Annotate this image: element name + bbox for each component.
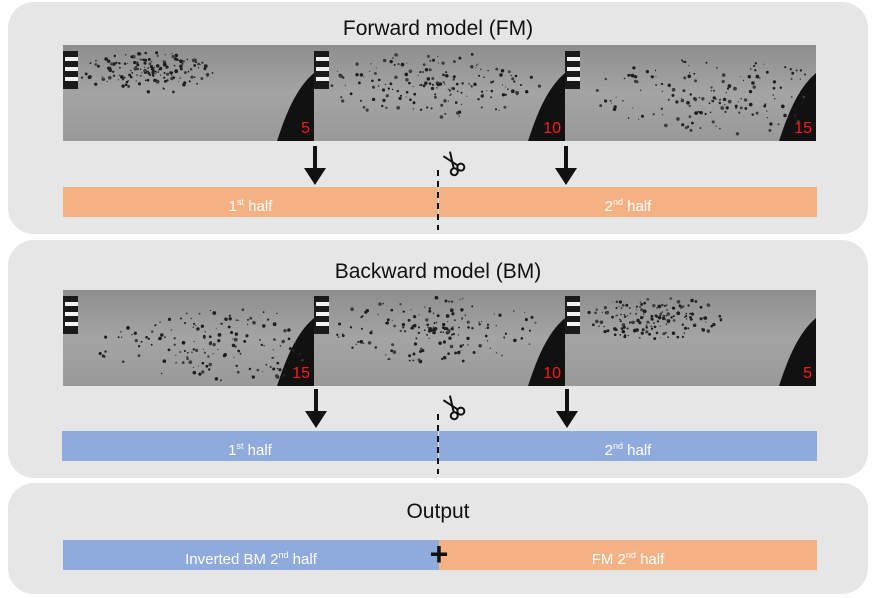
frame-number: 15 bbox=[794, 120, 812, 137]
bar-label-rest: half bbox=[623, 198, 652, 215]
bar-label-sup: st bbox=[236, 197, 244, 207]
bar-label-rest: half bbox=[244, 198, 273, 215]
frame-number: 5 bbox=[803, 365, 812, 382]
bar-label-sup: nd bbox=[278, 550, 289, 560]
output-title: Output bbox=[406, 500, 470, 523]
bar-label-rest: half bbox=[288, 551, 317, 568]
bar-label-rest: half bbox=[635, 551, 665, 568]
frame-image bbox=[565, 51, 816, 141]
bar-label-rest: half bbox=[623, 442, 652, 459]
frame-number: 15 bbox=[292, 365, 310, 382]
backward-frame-3: 5 bbox=[565, 290, 816, 386]
bar-label: 1 bbox=[228, 442, 237, 459]
bm-cut-line bbox=[437, 395, 466, 474]
bar-label: 2 bbox=[604, 198, 613, 215]
bar-label-sup: st bbox=[236, 441, 244, 451]
output-panel: Output bbox=[8, 483, 868, 594]
down-arrow-icon bbox=[304, 146, 326, 185]
down-arrow-icon bbox=[555, 146, 577, 185]
scissors-icon bbox=[442, 151, 466, 177]
frame-number: 10 bbox=[543, 365, 561, 382]
forward-frame-2: 10 bbox=[314, 45, 565, 141]
backward-frames-strip: 15 10 5 bbox=[63, 290, 816, 386]
plus-icon: + bbox=[429, 536, 449, 572]
bar-label: 1 bbox=[228, 198, 237, 215]
forward-frames-strip: 5 10 15 bbox=[63, 45, 816, 141]
down-arrow-icon bbox=[556, 389, 578, 428]
backward-frame-2: 10 bbox=[314, 290, 565, 386]
frame-number: 5 bbox=[301, 120, 310, 137]
bm-second-half-bar: 2nd half bbox=[439, 431, 817, 461]
scissors-icon bbox=[442, 395, 466, 421]
fm-cut-line bbox=[437, 151, 466, 230]
bar-label-sup: nd bbox=[625, 550, 636, 560]
forward-model-title: Forward model (FM) bbox=[342, 17, 534, 40]
fm-second-half-bar: 2nd half bbox=[439, 187, 817, 217]
bar-label-sup: nd bbox=[612, 441, 623, 451]
frame-image bbox=[565, 296, 816, 386]
forward-frame-3: 15 bbox=[565, 45, 816, 141]
inverted-bm-second-half-bar: Inverted BM 2nd half bbox=[63, 540, 439, 570]
bar-label: Inverted BM 2 bbox=[185, 551, 279, 568]
bar-label: FM 2 bbox=[591, 551, 626, 568]
forward-frame-1: 5 bbox=[63, 45, 314, 141]
down-arrow-icon bbox=[305, 389, 327, 428]
bar-label-sup: nd bbox=[612, 197, 623, 207]
bar-label: 2 bbox=[604, 442, 613, 459]
frame-image bbox=[63, 296, 314, 386]
frame-number: 10 bbox=[543, 120, 561, 137]
frame-image bbox=[63, 51, 314, 141]
frame-image bbox=[314, 51, 565, 141]
fm-first-half-bar: 1st half bbox=[63, 187, 438, 217]
backward-model-title: Backward model (BM) bbox=[334, 260, 542, 283]
bm-first-half-bar: 1st half bbox=[62, 431, 438, 461]
frame-image bbox=[314, 295, 565, 386]
backward-frame-1: 15 bbox=[63, 290, 314, 386]
bar-label-rest: half bbox=[243, 442, 272, 459]
fm-second-half-output-bar: FM 2nd half bbox=[439, 540, 817, 570]
